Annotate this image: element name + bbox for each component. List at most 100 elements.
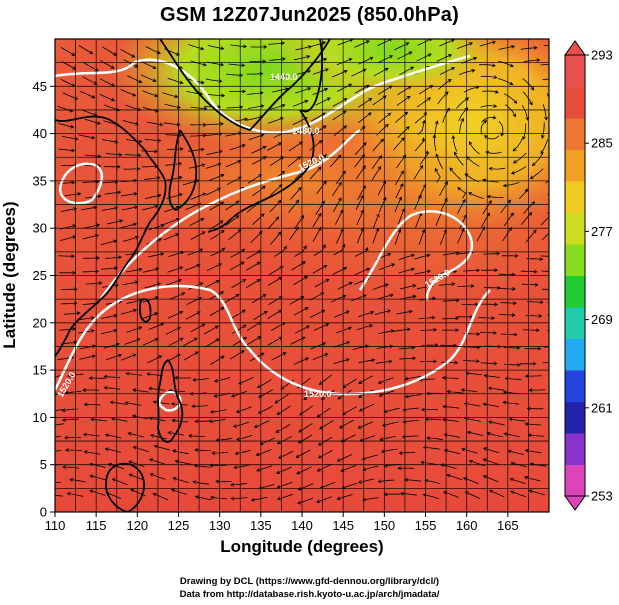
streamline-arrowhead — [516, 345, 521, 350]
streamline-arrowhead — [337, 395, 342, 400]
streamline-arrowhead — [202, 192, 207, 197]
streamline — [253, 311, 268, 321]
streamline — [187, 248, 203, 256]
streamline — [105, 434, 122, 439]
streamline — [105, 256, 122, 259]
streamline — [438, 79, 452, 90]
streamline — [463, 269, 480, 272]
x-tick-label: 165 — [497, 518, 519, 533]
streamline-arrowhead — [491, 316, 496, 320]
streamline-arrowhead — [509, 63, 514, 68]
streamline — [271, 75, 288, 80]
streamline-arrowhead — [200, 80, 205, 85]
streamline-arrowhead — [432, 134, 437, 139]
streamline — [105, 153, 122, 156]
streamline — [55, 450, 62, 452]
streamline-arrowhead — [305, 357, 310, 361]
streamline — [522, 123, 527, 140]
streamline-arrowhead — [399, 183, 404, 188]
streamline — [462, 448, 478, 454]
streamline — [400, 493, 417, 496]
streamline — [84, 404, 101, 406]
streamline-arrowhead — [524, 422, 529, 426]
streamline — [146, 373, 163, 376]
streamline — [254, 420, 270, 428]
streamline — [362, 465, 379, 471]
credit-line-1: Drawing by DCL (https://www.gfd-dennou.o… — [179, 576, 440, 587]
streamline — [419, 151, 429, 165]
streamline-arrowhead — [556, 361, 559, 364]
streamline-arrowhead — [471, 68, 476, 73]
streamline — [449, 167, 462, 181]
streamline — [498, 273, 515, 276]
streamline — [63, 312, 80, 315]
streamline — [332, 267, 347, 276]
y-tick-label: 15 — [33, 363, 47, 378]
streamline — [488, 421, 505, 426]
streamline-arrowhead — [422, 119, 426, 124]
colorbar-segment — [565, 307, 585, 339]
streamline — [204, 338, 220, 348]
streamline-arrowhead — [449, 167, 454, 172]
streamline-arrowhead — [232, 424, 237, 428]
streamline — [154, 445, 170, 451]
streamline-arrowhead — [218, 263, 223, 267]
streamline-arrowhead — [215, 280, 220, 284]
streamline-arrowhead — [419, 164, 424, 169]
streamline-arrowhead — [128, 473, 133, 477]
streamline — [442, 300, 459, 302]
streamline — [123, 59, 138, 68]
streamline-arrowhead — [221, 93, 226, 98]
streamline — [404, 479, 422, 482]
streamline — [230, 44, 247, 47]
streamline-arrowhead — [230, 496, 235, 501]
streamline — [526, 258, 543, 260]
streamline — [225, 160, 241, 168]
streamline-arrowhead — [114, 139, 119, 144]
streamline — [532, 153, 544, 166]
streamline-arrowhead — [423, 478, 428, 483]
streamline — [207, 123, 224, 126]
streamline-arrowhead — [488, 166, 493, 171]
streamline-arrowhead — [116, 164, 121, 169]
streamline-arrowhead — [493, 361, 498, 366]
streamline — [89, 490, 106, 496]
streamline — [441, 361, 458, 364]
streamline — [497, 78, 513, 86]
streamline — [246, 321, 262, 331]
streamline-arrowhead — [276, 496, 281, 501]
streamline-arrowhead — [262, 156, 267, 160]
streamline — [147, 253, 164, 258]
streamline — [452, 135, 458, 152]
streamline-arrowhead — [474, 302, 479, 307]
streamline-arrowhead — [412, 294, 417, 299]
streamline-arrowhead — [404, 111, 409, 116]
streamline-arrowhead — [317, 454, 322, 459]
streamline-arrowhead — [427, 53, 432, 57]
chart-title: GSM 12Z07Jun2025 (850.0hPa) — [160, 4, 459, 26]
streamline — [415, 212, 422, 228]
cool-region-north-2 — [280, 39, 500, 95]
streamline-arrowhead — [243, 44, 248, 49]
streamline-arrowhead — [90, 329, 95, 333]
streamline-arrowhead — [124, 401, 129, 405]
streamline — [384, 407, 400, 413]
streamline-arrowhead — [492, 115, 497, 120]
streamline-arrowhead — [217, 187, 222, 192]
streamline-arrowhead — [378, 155, 383, 160]
streamline-arrowhead — [220, 201, 225, 206]
streamline — [251, 496, 268, 501]
streamline — [357, 98, 372, 108]
streamline-arrowhead — [382, 95, 387, 100]
streamline — [358, 421, 374, 429]
streamline-arrowhead — [213, 378, 218, 383]
streamline — [120, 223, 137, 229]
streamline-arrowhead — [135, 235, 139, 240]
streamline-arrowhead — [131, 54, 136, 58]
streamline — [371, 166, 382, 181]
streamline-arrowhead — [556, 77, 559, 80]
streamline-arrowhead — [357, 425, 362, 429]
streamline — [183, 351, 199, 361]
streamline-arrowhead — [510, 490, 515, 495]
streamline — [195, 496, 212, 501]
